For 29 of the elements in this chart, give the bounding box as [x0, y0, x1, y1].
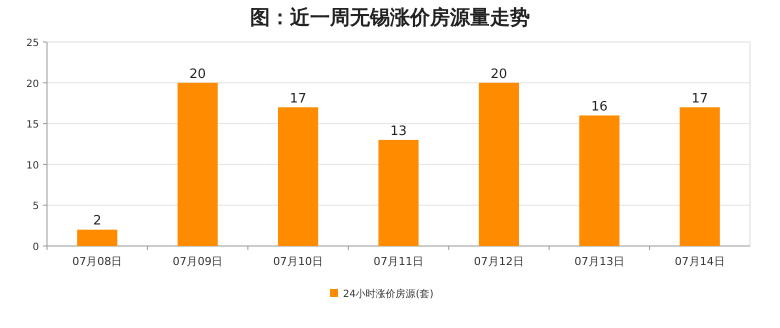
x-tick-label: 07月11日 — [374, 255, 424, 268]
data-label: 20 — [189, 66, 206, 82]
legend-label: 24小时涨价房源(套) — [343, 288, 434, 300]
y-tick-label: 25 — [26, 38, 39, 49]
data-label: 2 — [93, 214, 102, 229]
bar — [579, 115, 620, 246]
x-tick-label: 07月10日 — [273, 255, 324, 268]
bar — [680, 107, 720, 246]
data-label: 16 — [591, 99, 608, 114]
data-label: 13 — [390, 124, 407, 139]
bar — [378, 140, 419, 246]
bar — [178, 82, 218, 246]
data-label: 17 — [692, 91, 708, 106]
y-tick-label: 5 — [32, 201, 39, 212]
x-tick-label: 07月08日 — [72, 255, 122, 268]
bar — [77, 230, 118, 246]
y-tick-label: 0 — [32, 242, 39, 253]
bar — [478, 82, 520, 246]
y-tick-label: 10 — [26, 160, 39, 172]
x-tick-label: 07月14日 — [674, 255, 725, 268]
data-label: 17 — [290, 91, 306, 106]
x-tick-label: 07月13日 — [574, 255, 624, 268]
chart-title: 图：近一周无锡涨价房源量走势 — [250, 5, 530, 29]
y-tick-label: 20 — [26, 78, 39, 90]
y-tick-label: 15 — [26, 120, 39, 131]
data-label: 20 — [490, 66, 508, 82]
x-tick-label: 07月12日 — [474, 255, 524, 268]
bar — [278, 107, 318, 246]
x-tick-label: 07月09日 — [172, 255, 223, 268]
